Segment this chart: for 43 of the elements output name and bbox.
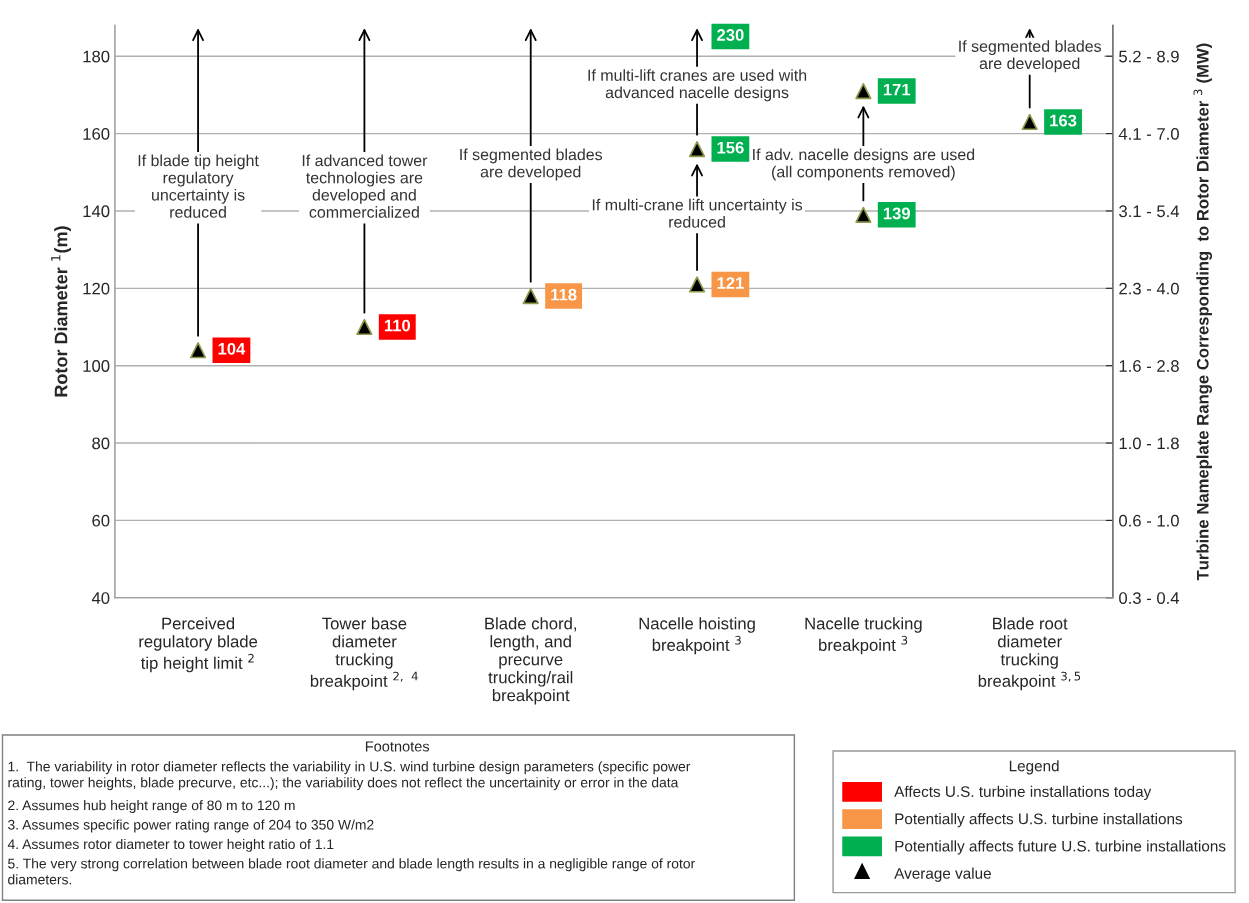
x-tick-label: Nacelle trucking breakpoint $^{3}$: [805, 617, 922, 655]
category-label: 2.3 - 4.0: [1119, 282, 1179, 295]
legend-label: Potentially affects future U.S. turbine installations: [895, 840, 1226, 855]
legend-label: Affects U.S. turbine installations today: [894, 785, 1152, 801]
annotation: If segmented blades are developed: [460, 148, 603, 181]
annotation: 230: [717, 29, 744, 41]
y2-axis-title: Turbine Nameplate Range Corresponding to Rotor Diameter $^{3}$ (MW): [1193, 43, 1213, 581]
category-label: 0.6 - 1.0: [1119, 514, 1179, 527]
y-tick-label: 120: [83, 282, 110, 295]
x-tick-label: Nacelle hoisting breakpoint $^{3}$: [639, 617, 755, 655]
legend-label: Potentially affects U.S. turbine installations: [895, 813, 1183, 828]
category-label: 1.6 - 2.8: [1119, 360, 1179, 372]
x-tick-label: Blade chord, length, and precurve trucking/rail breakpoint: [485, 617, 577, 705]
text: 5. The very strong correlation between blade root diameter and blade length results in a negligible range of rotor diameters.: [8, 858, 695, 885]
legend-label: Average value: [894, 867, 991, 882]
annotation: If blade tip height regulatory uncertainty is reduced: [138, 154, 259, 218]
x-tick-label: Tower base diameter trucking breakpoint $^{2, 4}$: [310, 617, 418, 691]
y-tick-label: 140: [83, 205, 110, 218]
category-label: 5.2 - 8.9: [1119, 50, 1179, 63]
x-tick-label: Blade root diameter trucking breakpoint $^{3,5}$: [978, 617, 1081, 691]
y-tick-label: 180: [83, 50, 110, 63]
annotation: If multi-lift cranes are used with advanced nacelle designs: [588, 69, 807, 102]
annotation: If advanced tower technologies are developed and commercialized: [302, 154, 428, 218]
text: Footnotes: [365, 741, 430, 752]
y-axis-title: Rotor Diameter $^{1}$(m): [51, 226, 71, 397]
category-label: 1.0 - 1.8: [1119, 437, 1179, 450]
annotation: If segmented blades are developed: [959, 40, 1102, 73]
x-tick-label: Perceived regulatory blade tip height limit $^{2}$: [139, 617, 258, 673]
text: 4. Assumes rotor diameter to tower height ratio of 1.1: [7, 838, 334, 852]
category-label: 3.1 - 5.4: [1119, 205, 1180, 218]
y-tick-label: 160: [83, 128, 110, 140]
legend-title: Legend: [1009, 760, 1059, 775]
category-label: 0.3 - 0.4: [1119, 592, 1180, 604]
text: 3. Assumes specific power rating range of 204 to 350 W/m2: [8, 819, 374, 833]
y-tick-label: 80: [92, 437, 110, 450]
text: 1. The variability in rotor diameter reflects the variability in U.S. wind turbine design parameters (specific power rating, tower heights, blade precurve, etc...); the variability does not reflect the uncertainity or error in the data: [8, 761, 691, 791]
category-label: 4.1 - 7.0: [1118, 128, 1179, 140]
y-tick-label: 100: [83, 360, 110, 372]
annotation: If adv. nacelle designs are used (all components removed): [753, 148, 975, 181]
y-tick-label: 40: [91, 592, 110, 604]
annotation: If multi-crane lift uncertainty is reduced: [592, 198, 803, 228]
y-tick-label: 60: [92, 514, 110, 527]
text: 2. Assumes hub height range of 80 m to 120 m: [8, 800, 295, 814]
